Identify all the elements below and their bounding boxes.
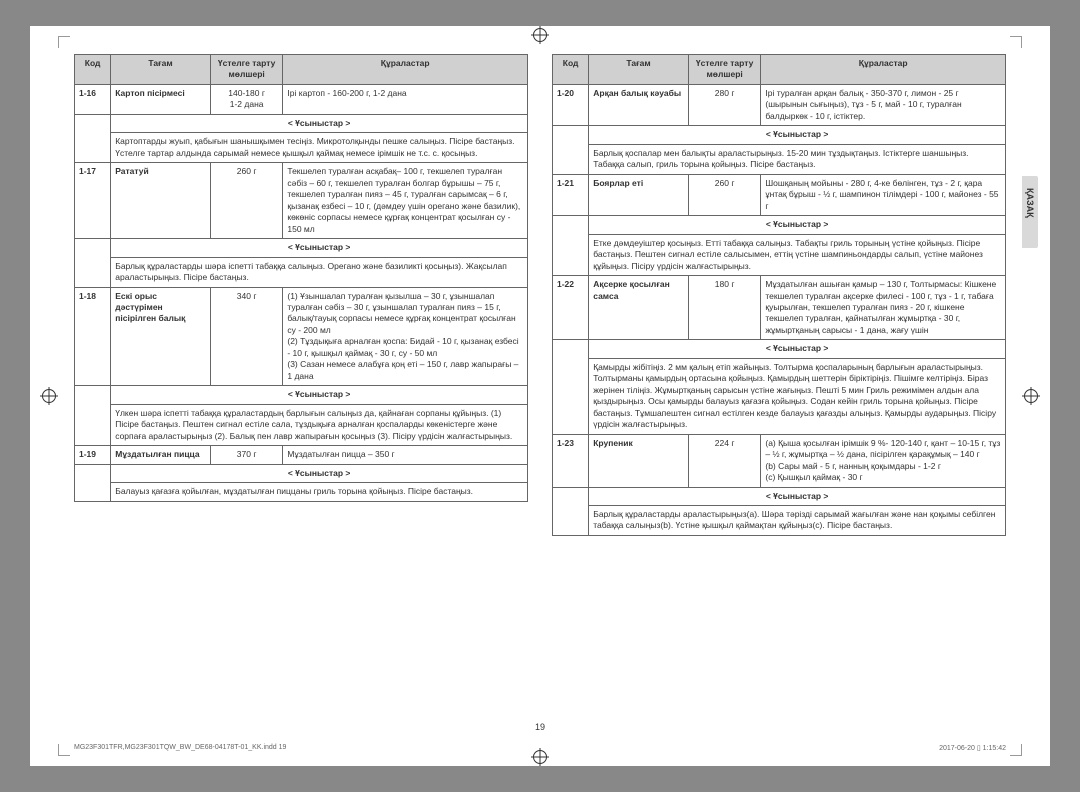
hint-label: < Ұсыныстар > bbox=[589, 487, 1006, 505]
hint-label: < Ұсыныстар > bbox=[589, 126, 1006, 144]
col-header-ingredients: Құраластар bbox=[761, 55, 1006, 85]
page-number: 19 bbox=[535, 722, 545, 732]
cell-amount: 224 г bbox=[688, 434, 760, 487]
left-column: КодТағамҮстелге тарту мөлшеріҚұраластар … bbox=[74, 54, 528, 674]
cell-food: Крупеник bbox=[589, 434, 689, 487]
cell-food: Ескі орыс дәстүрімен пісірілген балық bbox=[111, 287, 211, 386]
recipe-table-right: КодТағамҮстелге тарту мөлшеріҚұраластар … bbox=[552, 54, 1006, 536]
cell-amount: 340 г bbox=[210, 287, 282, 386]
hint-text: Балауыз қағазға қойылған, мұздатылған пи… bbox=[111, 483, 528, 501]
cell-code: 1-16 bbox=[75, 84, 111, 114]
hint-header-row: < Ұсыныстар > bbox=[75, 114, 528, 132]
hint-row: Қамырды жібітіңіз. 2 мм қалың етіп жайың… bbox=[553, 358, 1006, 434]
cell-code: 1-23 bbox=[553, 434, 589, 487]
cell-code: 1-17 bbox=[75, 163, 111, 239]
table-row: 1-16Картоп пісірмесі140-180 г 1-2 данаІр… bbox=[75, 84, 528, 114]
hint-label: < Ұсыныстар > bbox=[111, 386, 528, 404]
cell-ingredients: (1) Ұзыншалап туралған қызылша – 30 г, ұ… bbox=[283, 287, 528, 386]
hint-row: Картоптарды жуып, қабығын шанышқымен тес… bbox=[75, 133, 528, 163]
cell-ingredients: Шошқаның мойыны - 280 г, 4-ке бөлінген, … bbox=[761, 174, 1006, 215]
col-header-code: Код bbox=[75, 55, 111, 85]
hint-text: Барлық қоспалар мен балықты араластырыңы… bbox=[589, 144, 1006, 174]
hint-row: Барлық құраластарды шәра іспетті табаққа… bbox=[75, 257, 528, 287]
cell-code: 1-19 bbox=[75, 446, 111, 464]
col-header-amount: Үстелге тарту мөлшері bbox=[210, 55, 282, 85]
cell-code: 1-18 bbox=[75, 287, 111, 386]
table-row: 1-18Ескі орыс дәстүрімен пісірілген балы… bbox=[75, 287, 528, 386]
cell-food: Рататуй bbox=[111, 163, 211, 239]
hint-row: Барлық құраластарды араластырыңыз(a). Шә… bbox=[553, 506, 1006, 536]
table-row: 1-20Арқан балық кәуабы280 гІрі туралған … bbox=[553, 84, 1006, 125]
col-header-amount: Үстелге тарту мөлшері bbox=[688, 55, 760, 85]
table-row: 1-17Рататуй260 гТекшелеп туралған асқаба… bbox=[75, 163, 528, 239]
right-column: КодТағамҮстелге тарту мөлшеріҚұраластар … bbox=[552, 54, 1006, 674]
col-header-code: Код bbox=[553, 55, 589, 85]
cell-amount: 260 г bbox=[688, 174, 760, 215]
hint-row: Балауыз қағазға қойылған, мұздатылған пи… bbox=[75, 483, 528, 501]
cell-amount: 280 г bbox=[688, 84, 760, 125]
cell-food: Боярлар еті bbox=[589, 174, 689, 215]
table-row: 1-22Ақсерке қосылған самса180 гМұздатылғ… bbox=[553, 276, 1006, 340]
hint-header-row: < Ұсыныстар > bbox=[553, 487, 1006, 505]
footer-timestamp: 2017-06-20 ▯ 1:15:42 bbox=[939, 744, 1006, 752]
cell-code: 1-21 bbox=[553, 174, 589, 215]
hint-text: Барлық құраластарды шәра іспетті табаққа… bbox=[111, 257, 528, 287]
hint-header-row: < Ұсыныстар > bbox=[553, 126, 1006, 144]
footer-filename: MG23F301TFR,MG23F301TQW_BW_DE68-04178T-0… bbox=[74, 744, 286, 752]
cell-food: Картоп пісірмесі bbox=[111, 84, 211, 114]
cell-ingredients: Мұздатылған ашыған қамыр – 130 г, Толтыр… bbox=[761, 276, 1006, 340]
cell-ingredients: (a) Қыша қосылған ірімшік 9 %- 120-140 г… bbox=[761, 434, 1006, 487]
hint-label: < Ұсыныстар > bbox=[111, 114, 528, 132]
col-header-food: Тағам bbox=[589, 55, 689, 85]
cell-food: Арқан балық кәуабы bbox=[589, 84, 689, 125]
col-header-ingredients: Құраластар bbox=[283, 55, 528, 85]
hint-text: Қамырды жібітіңіз. 2 мм қалың етіп жайың… bbox=[589, 358, 1006, 434]
hint-label: < Ұсыныстар > bbox=[589, 216, 1006, 234]
cell-code: 1-22 bbox=[553, 276, 589, 340]
hint-header-row: < Ұсыныстар > bbox=[553, 216, 1006, 234]
cell-food: Мұздатылған пицца bbox=[111, 446, 211, 464]
language-tab: ҚАЗАҚ bbox=[1022, 176, 1038, 248]
hint-header-row: < Ұсыныстар > bbox=[75, 464, 528, 482]
cell-amount: 180 г bbox=[688, 276, 760, 340]
recipe-table-left: КодТағамҮстелге тарту мөлшеріҚұраластар … bbox=[74, 54, 528, 502]
manual-page: ҚАЗАҚ КодТағамҮстелге тарту мөлшеріҚұрал… bbox=[30, 26, 1050, 766]
cell-ingredients: Ірі картоп - 160-200 г, 1-2 дана bbox=[283, 84, 528, 114]
cell-ingredients: Мұздатылған пицца – 350 г bbox=[283, 446, 528, 464]
hint-row: Етке дәмдеуіштер қосыңыз. Етті табаққа с… bbox=[553, 234, 1006, 275]
hint-text: Етке дәмдеуіштер қосыңыз. Етті табаққа с… bbox=[589, 234, 1006, 275]
hint-text: Үлкен шәра іспетті табаққа құраластардың… bbox=[111, 404, 528, 445]
cell-amount: 260 г bbox=[210, 163, 282, 239]
table-row: 1-23Крупеник224 г(a) Қыша қосылған ірімш… bbox=[553, 434, 1006, 487]
cell-code: 1-20 bbox=[553, 84, 589, 125]
hint-label: < Ұсыныстар > bbox=[111, 239, 528, 257]
col-header-food: Тағам bbox=[111, 55, 211, 85]
hint-header-row: < Ұсыныстар > bbox=[553, 340, 1006, 358]
hint-text: Картоптарды жуып, қабығын шанышқымен тес… bbox=[111, 133, 528, 163]
table-row: 1-21Боярлар еті260 гШошқаның мойыны - 28… bbox=[553, 174, 1006, 215]
cell-amount: 370 г bbox=[210, 446, 282, 464]
hint-row: Барлық қоспалар мен балықты араластырыңы… bbox=[553, 144, 1006, 174]
cell-ingredients: Текшелеп туралған асқабақ– 100 г, текшел… bbox=[283, 163, 528, 239]
hint-header-row: < Ұсыныстар > bbox=[75, 239, 528, 257]
cell-amount: 140-180 г 1-2 дана bbox=[210, 84, 282, 114]
content-columns: КодТағамҮстелге тарту мөлшеріҚұраластар … bbox=[74, 54, 1006, 674]
print-footer: MG23F301TFR,MG23F301TQW_BW_DE68-04178T-0… bbox=[74, 744, 1006, 752]
cell-ingredients: Ірі туралған арқан балық - 350-370 г, ли… bbox=[761, 84, 1006, 125]
hint-label: < Ұсыныстар > bbox=[111, 464, 528, 482]
hint-header-row: < Ұсыныстар > bbox=[75, 386, 528, 404]
hint-row: Үлкен шәра іспетті табаққа құраластардың… bbox=[75, 404, 528, 445]
hint-text: Барлық құраластарды араластырыңыз(a). Шә… bbox=[589, 506, 1006, 536]
hint-label: < Ұсыныстар > bbox=[589, 340, 1006, 358]
cell-food: Ақсерке қосылған самса bbox=[589, 276, 689, 340]
table-row: 1-19Мұздатылған пицца370 гМұздатылған пи… bbox=[75, 446, 528, 464]
